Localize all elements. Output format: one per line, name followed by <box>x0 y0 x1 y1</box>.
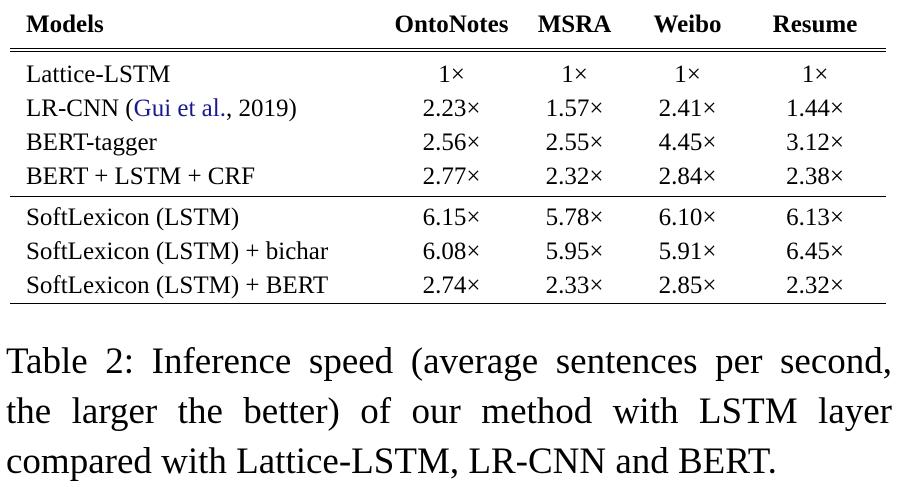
table-header-row: Models OntoNotes MSRA Weibo Resume <box>10 0 886 50</box>
table-row: BERT + LSTM + CRF 2.77× 2.32× 2.84× 2.38… <box>10 160 886 197</box>
msra-speed-cell: 5.95× <box>545 238 604 265</box>
msra-speed-cell: 5.78× <box>545 204 604 231</box>
model-name-cell: BERT + LSTM + CRF <box>26 163 256 190</box>
weibo-speed-cell: 4.45× <box>658 129 717 156</box>
msra-speed-cell: 2.32× <box>545 163 604 190</box>
ontonotes-speed-cell: 2.56× <box>422 129 481 156</box>
model-name-cell: Lattice-LSTM <box>26 61 171 88</box>
msra-speed-cell: 1× <box>561 61 588 88</box>
table-row: SoftLexicon (LSTM) + bichar 6.08× 5.95× … <box>10 235 886 269</box>
model-name-cell: SoftLexicon (LSTM) + bichar <box>26 238 329 265</box>
ontonotes-speed-cell: 2.74× <box>422 272 481 299</box>
header-resume: Resume <box>772 11 858 38</box>
model-name-cell: BERT-tagger <box>26 129 157 156</box>
inference-speed-table: Models OntoNotes MSRA Weibo Resume Latti… <box>10 0 886 304</box>
ontonotes-speed-cell: 2.77× <box>422 163 481 190</box>
table-row: SoftLexicon (LSTM) 6.15× 5.78× 6.10× 6.1… <box>10 197 886 236</box>
model-name-cell: LR-CNN (Gui et al., 2019) <box>10 92 385 126</box>
msra-speed-cell: 2.33× <box>545 272 604 299</box>
resume-speed-cell: 2.32× <box>786 272 844 299</box>
weibo-speed-cell: 1× <box>674 61 701 88</box>
model-name-cell: SoftLexicon (LSTM) <box>26 204 240 231</box>
softlexicon-models-group: SoftLexicon (LSTM) 6.15× 5.78× 6.10× 6.1… <box>10 197 886 304</box>
weibo-speed-cell: 2.84× <box>658 163 717 190</box>
table-row: Lattice-LSTM 1× 1× 1× 1× <box>10 50 886 92</box>
ontonotes-speed-cell: 6.15× <box>422 204 481 231</box>
caption-line-2: the larger the better) of our method wit… <box>6 391 892 432</box>
resume-speed-cell: 6.45× <box>786 238 844 265</box>
msra-speed-cell: 1.57× <box>545 95 604 122</box>
baseline-models-group: Lattice-LSTM 1× 1× 1× 1× LR-CNN (Gui et … <box>10 50 886 197</box>
table-row: BERT-tagger 2.56× 2.55× 4.45× 3.12× <box>10 126 886 160</box>
model-name-cell: SoftLexicon (LSTM) + BERT <box>26 272 329 299</box>
weibo-speed-cell: 2.41× <box>658 95 717 122</box>
results-table-container: Models OntoNotes MSRA Weibo Resume Latti… <box>10 0 886 304</box>
resume-speed-cell: 1.44× <box>786 95 844 122</box>
header-ontonotes: OntoNotes <box>394 11 509 38</box>
citation-link[interactable]: Gui et al. <box>133 95 226 122</box>
caption-line-1: Table 2: Inference speed (average senten… <box>6 341 892 382</box>
table-row: SoftLexicon (LSTM) + BERT 2.74× 2.33× 2.… <box>10 269 886 304</box>
ontonotes-speed-cell: 1× <box>438 61 465 88</box>
resume-speed-cell: 1× <box>801 61 829 88</box>
caption-line-3: compared with Lattice-LSTM, LR-CNN and B… <box>6 441 777 482</box>
header-models: Models <box>26 11 104 38</box>
ontonotes-speed-cell: 6.08× <box>422 238 481 265</box>
table-row: LR-CNN (Gui et al., 2019) 2.23× 1.57× 2.… <box>10 92 886 126</box>
weibo-speed-cell: 6.10× <box>658 204 717 231</box>
weibo-speed-cell: 5.91× <box>658 238 717 265</box>
msra-speed-cell: 2.55× <box>545 129 604 156</box>
resume-speed-cell: 2.38× <box>786 163 844 190</box>
resume-speed-cell: 3.12× <box>786 129 844 156</box>
header-msra: MSRA <box>537 11 612 38</box>
model-name-prefix: LR-CNN ( <box>26 95 134 122</box>
resume-speed-cell: 6.13× <box>786 204 844 231</box>
weibo-speed-cell: 2.85× <box>658 272 717 299</box>
model-name-suffix: , 2019) <box>225 95 297 122</box>
table-caption: Table 2: Inference speed (average senten… <box>6 337 892 487</box>
ontonotes-speed-cell: 2.23× <box>422 95 481 122</box>
header-weibo: Weibo <box>653 11 722 38</box>
